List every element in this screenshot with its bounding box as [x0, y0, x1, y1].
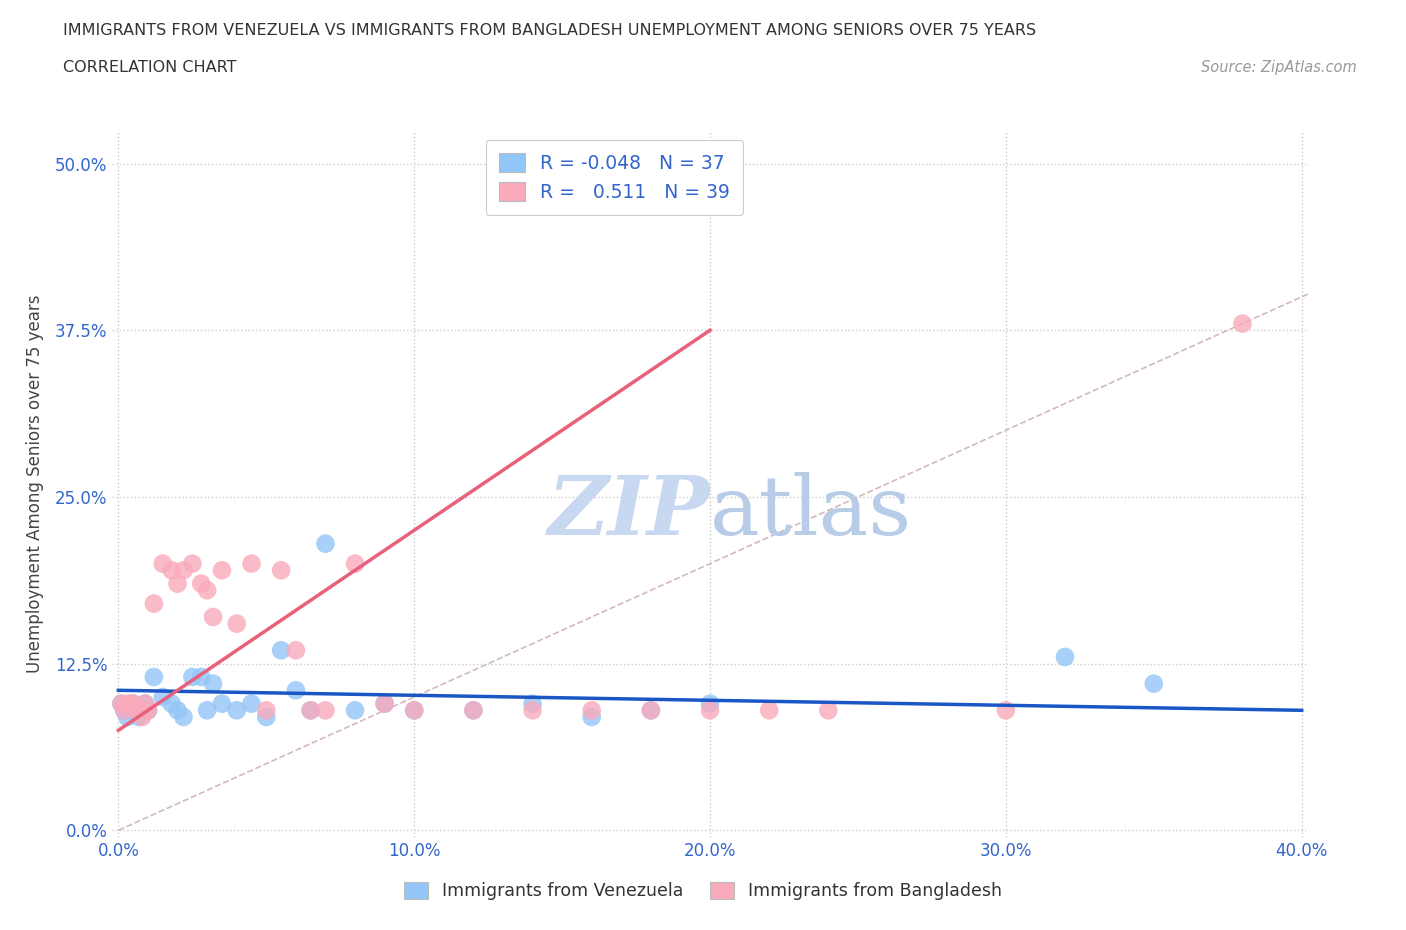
Point [166, 703, 188, 718]
Point [131, 710, 153, 724]
Point [284, 643, 307, 658]
Point [172, 710, 194, 724]
Point [142, 596, 165, 611]
Text: CORRELATION CHART: CORRELATION CHART [63, 60, 236, 75]
Point [110, 697, 132, 711]
Point [211, 697, 233, 711]
Point [1053, 649, 1076, 664]
Point [254, 710, 277, 724]
Point [152, 556, 174, 571]
Point [581, 703, 603, 718]
Point [374, 697, 396, 711]
Point [136, 703, 159, 718]
Point [117, 710, 139, 724]
Point [142, 670, 165, 684]
Point [994, 703, 1017, 718]
Point [117, 697, 139, 711]
Legend: Immigrants from Venezuela, Immigrants from Bangladesh: Immigrants from Venezuela, Immigrants fr… [396, 875, 1010, 908]
Point [1232, 316, 1254, 331]
Point [122, 697, 145, 711]
Point [128, 710, 150, 724]
Point [640, 703, 662, 718]
Text: atlas: atlas [710, 472, 912, 551]
Point [110, 697, 132, 711]
Point [404, 703, 426, 718]
Point [202, 676, 225, 691]
Point [299, 703, 322, 718]
Point [195, 703, 218, 718]
Point [225, 703, 247, 718]
Point [344, 703, 367, 718]
Point [522, 703, 544, 718]
Point [270, 643, 292, 658]
Point [314, 703, 336, 718]
Point [160, 563, 183, 578]
Point [181, 556, 204, 571]
Point [211, 563, 233, 578]
Point [640, 703, 662, 718]
Point [225, 617, 247, 631]
Point [463, 703, 485, 718]
Point [240, 697, 263, 711]
Point [120, 703, 142, 718]
Point [125, 703, 148, 718]
Point [195, 583, 218, 598]
Point [134, 697, 156, 711]
Point [172, 563, 194, 578]
Text: IMMIGRANTS FROM VENEZUELA VS IMMIGRANTS FROM BANGLADESH UNEMPLOYMENT AMONG SENIO: IMMIGRANTS FROM VENEZUELA VS IMMIGRANTS … [63, 23, 1036, 38]
Point [404, 703, 426, 718]
Point [699, 703, 721, 718]
Point [125, 703, 148, 718]
Point [758, 703, 780, 718]
Point [112, 703, 135, 718]
Point [134, 697, 156, 711]
Point [181, 670, 204, 684]
Point [699, 697, 721, 711]
Point [374, 697, 396, 711]
Point [299, 703, 322, 718]
Point [1143, 676, 1166, 691]
Point [122, 697, 145, 711]
Point [344, 556, 367, 571]
Point [240, 556, 263, 571]
Point [522, 697, 544, 711]
Point [190, 577, 212, 591]
Y-axis label: Unemployment Among Seniors over 75 years: Unemployment Among Seniors over 75 years [25, 295, 44, 672]
Point [284, 683, 307, 698]
Point [120, 697, 142, 711]
Point [136, 703, 159, 718]
Point [131, 703, 153, 718]
Point [190, 670, 212, 684]
Text: ZIP: ZIP [547, 472, 710, 551]
Point [202, 609, 225, 624]
Legend: R = -0.048   N = 37, R =   0.511   N = 39: R = -0.048 N = 37, R = 0.511 N = 39 [485, 140, 744, 215]
Point [166, 577, 188, 591]
Point [152, 689, 174, 704]
Point [270, 563, 292, 578]
Point [160, 697, 183, 711]
Point [254, 703, 277, 718]
Text: Source: ZipAtlas.com: Source: ZipAtlas.com [1201, 60, 1357, 75]
Point [581, 710, 603, 724]
Point [463, 703, 485, 718]
Point [112, 703, 135, 718]
Point [817, 703, 839, 718]
Point [128, 703, 150, 718]
Point [314, 537, 336, 551]
